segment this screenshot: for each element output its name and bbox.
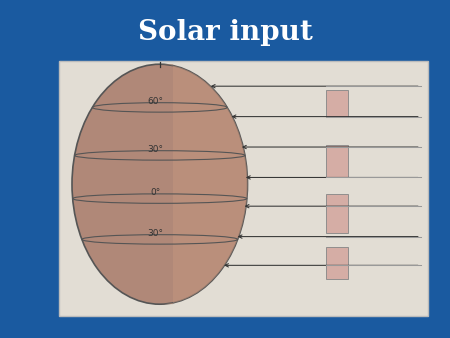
- Text: 30°: 30°: [147, 145, 163, 154]
- Polygon shape: [160, 64, 248, 304]
- Text: Solar input: Solar input: [138, 19, 312, 46]
- Ellipse shape: [72, 64, 248, 304]
- Text: 60°: 60°: [147, 97, 163, 106]
- Bar: [326, 145, 348, 177]
- Bar: [326, 194, 348, 233]
- Bar: [326, 90, 348, 117]
- Text: 30°: 30°: [147, 229, 163, 238]
- Bar: [58, 61, 428, 316]
- Bar: [326, 247, 348, 279]
- Text: 0°: 0°: [150, 188, 160, 197]
